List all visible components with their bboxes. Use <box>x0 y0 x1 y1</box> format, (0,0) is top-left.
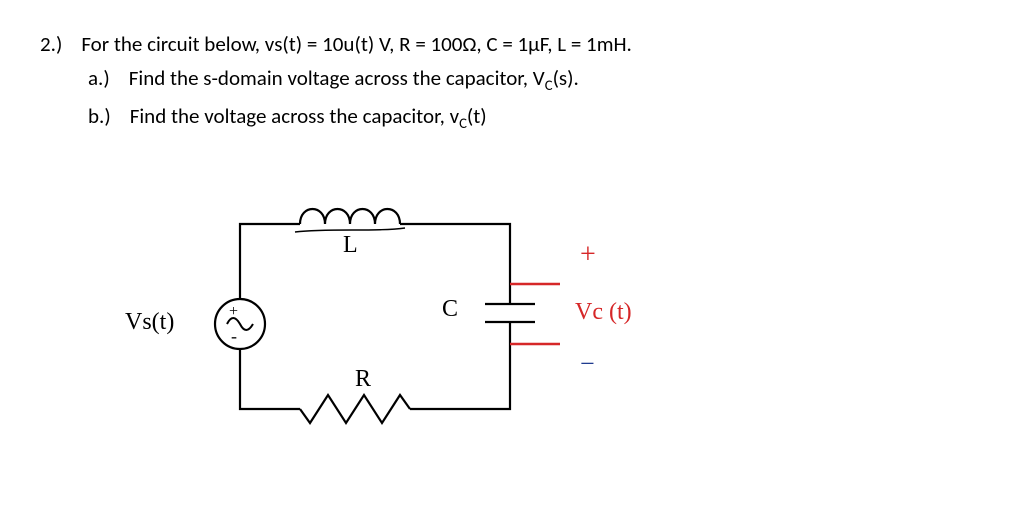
problem-number: 2.) <box>40 31 62 57</box>
sub-b-after: (t) <box>467 103 487 129</box>
circuit-svg: + - <box>130 184 730 464</box>
sub-a-after: (s). <box>553 65 579 91</box>
svg-text:-: - <box>231 326 237 346</box>
source-label: Vs(t) <box>125 309 174 336</box>
sub-a-line: a.) Find the s-domain voltage across the… <box>88 64 984 96</box>
inductor-label: L <box>343 232 358 259</box>
sub-a-number: a.) <box>88 65 110 91</box>
vc-label: Vc (t) <box>575 299 632 326</box>
circuit-diagram: + - Vs(t) L C R + Vc (t) − <box>130 184 730 464</box>
sub-b-number: b.) <box>88 103 111 129</box>
resistor-label: R <box>355 366 371 393</box>
sub-b-text: Find the voltage across the capacitor, v <box>130 103 459 129</box>
problem-statement: For the circuit below, vs(t) = 10u(t) V,… <box>81 31 632 57</box>
sub-b-line: b.) Find the voltage across the capacito… <box>88 102 984 134</box>
sub-a-text: Find the s-domain voltage across the cap… <box>129 65 545 91</box>
vc-minus: − <box>580 349 595 379</box>
sub-b-subscript: C <box>459 115 467 133</box>
capacitor-label: C <box>442 296 458 323</box>
svg-text:+: + <box>229 303 238 320</box>
sub-a-subscript: C <box>545 77 553 95</box>
problem-number-line: 2.) For the circuit below, vs(t) = 10u(t… <box>40 30 984 58</box>
vc-plus: + <box>580 239 596 271</box>
